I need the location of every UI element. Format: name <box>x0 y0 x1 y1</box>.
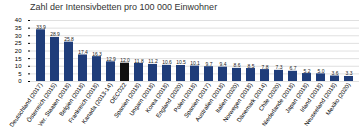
svg-text:16.3: 16.3 <box>92 51 102 57</box>
svg-text:Österreich (2015): Österreich (2015) <box>25 81 58 124</box>
svg-text:30: 30 <box>15 33 22 39</box>
svg-text:10.6: 10.6 <box>162 59 172 65</box>
svg-text:5: 5 <box>18 71 22 77</box>
svg-text:Dänemark (2014): Dänemark (2014) <box>235 81 268 124</box>
svg-text:8.6: 8.6 <box>234 62 241 68</box>
svg-text:3.3: 3.3 <box>346 70 353 76</box>
svg-text:9.4: 9.4 <box>220 61 227 67</box>
svg-text:8.5: 8.5 <box>248 63 255 69</box>
svg-text:12.9: 12.9 <box>106 56 116 62</box>
svg-text:0: 0 <box>18 78 22 84</box>
svg-text:7.3: 7.3 <box>276 64 283 70</box>
svg-text:35: 35 <box>15 25 22 31</box>
svg-text:17.4: 17.4 <box>78 49 88 55</box>
svg-text:Spanien (2017): Spanien (2017) <box>182 81 212 119</box>
svg-text:25.8: 25.8 <box>64 36 74 42</box>
svg-text:10: 10 <box>15 63 22 69</box>
svg-text:Australien (2018): Australien (2018) <box>194 81 226 123</box>
svg-text:7.8: 7.8 <box>262 64 269 70</box>
svg-text:15: 15 <box>15 56 22 62</box>
svg-text:Niederlande (2018): Niederlande (2018) <box>261 81 296 128</box>
svg-text:Spanien (2018): Spanien (2018) <box>112 81 142 119</box>
svg-text:11.2: 11.2 <box>148 58 158 64</box>
svg-text:10.5: 10.5 <box>176 59 186 65</box>
svg-text:Ungarn (2018): Ungarn (2018) <box>128 81 156 117</box>
svg-text:Japan (2018): Japan (2018) <box>284 81 310 115</box>
svg-text:3.6: 3.6 <box>332 70 339 76</box>
svg-text:Chile (2020): Chile (2020) <box>257 81 282 112</box>
svg-text:Polen (2018): Polen (2018) <box>172 81 198 114</box>
svg-text:12.0: 12.0 <box>120 57 130 63</box>
svg-text:Kanada (2013-14): Kanada (2013-14) <box>81 82 114 125</box>
svg-text:Mexiko (2020): Mexiko (2020) <box>325 82 352 117</box>
svg-text:Neuseeland (2018): Neuseeland (2018) <box>303 81 338 127</box>
svg-text:Korea (2018): Korea (2018) <box>144 81 170 114</box>
svg-text:40: 40 <box>15 17 22 23</box>
svg-text:Belgien (2018): Belgien (2018) <box>58 81 86 118</box>
svg-text:20: 20 <box>15 48 22 54</box>
svg-text:5.0: 5.0 <box>318 68 325 74</box>
html-text:Zahl der Intensivbetten pro 10: Zahl der Intensivbetten pro 100 000 Einw… <box>30 2 218 12</box>
svg-text:25: 25 <box>15 40 22 46</box>
svg-text:Ver. Staaten (2018): Ver. Staaten (2018) <box>36 81 72 128</box>
svg-text:9.7: 9.7 <box>206 61 213 67</box>
svg-text:OECD22: OECD22 <box>108 81 128 105</box>
svg-text:Deutschland (2017): Deutschland (2017) <box>8 81 44 129</box>
svg-text:10.1: 10.1 <box>190 60 200 66</box>
svg-text:England (2020): England (2020) <box>154 81 184 119</box>
svg-text:33.9: 33.9 <box>36 24 46 30</box>
svg-text:5.2: 5.2 <box>304 68 311 74</box>
svg-text:Italien (2020): Italien (2020) <box>214 81 240 114</box>
svg-text:Norwegen (2018): Norwegen (2018) <box>221 81 254 124</box>
svg-text:11.8: 11.8 <box>134 58 144 64</box>
svg-text:28.9: 28.9 <box>50 31 60 37</box>
svg-text:Irland (2018): Irland (2018) <box>299 81 324 114</box>
svg-text:6.7: 6.7 <box>290 65 297 71</box>
svg-text:Frankreich (2018): Frankreich (2018) <box>67 81 100 124</box>
